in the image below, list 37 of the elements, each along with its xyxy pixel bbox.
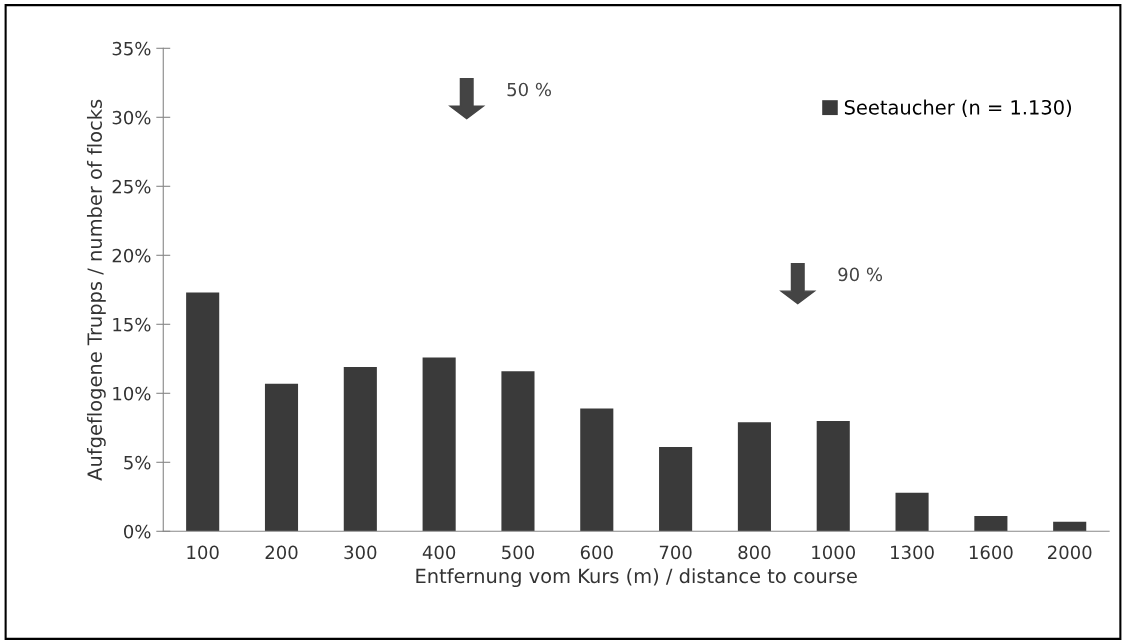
x-tick-label: 600 (580, 545, 613, 560)
bar (659, 447, 693, 532)
x-tick-label: 1600 (969, 545, 1013, 560)
bar (580, 408, 614, 532)
bar (974, 516, 1008, 532)
annotation: 90 % (838, 267, 883, 282)
bar (343, 367, 377, 532)
y-tick-label: 15% (113, 317, 151, 332)
x-tick-label: 2000 (1048, 545, 1092, 560)
annotation: 50 % (507, 82, 552, 97)
y-tick-label: 10% (113, 386, 151, 401)
y-tick-label: 35% (112, 41, 151, 56)
x-axis-title: Entfernung vom Kurs (m) / distance to course (416, 568, 857, 588)
legend-label: Seetaucher (n = 1.130) (844, 99, 1072, 117)
y-tick-label: 20% (112, 248, 151, 263)
bar (1053, 521, 1087, 532)
x-tick-label: 400 (422, 545, 456, 560)
bar (895, 492, 929, 532)
y-tick-label: 5% (124, 455, 151, 470)
x-tick-label: 300 (344, 545, 377, 560)
bar (186, 292, 220, 532)
x-tick-label: 200 (265, 545, 298, 560)
bar (816, 420, 850, 532)
x-tick-label: 1300 (891, 545, 934, 560)
x-tick-label: 1000 (812, 545, 856, 560)
bar (501, 371, 535, 532)
y-tick-label: 0% (124, 524, 151, 539)
bar (422, 357, 456, 532)
y-axis-title: Aufgeflogene Trupps / number of flocks (86, 99, 106, 481)
bar (264, 383, 299, 532)
y-tick-label: 30% (112, 110, 151, 125)
x-tick-label: 700 (659, 545, 692, 560)
y-tick-label: 25% (112, 179, 151, 194)
x-tick-label: 800 (738, 545, 771, 560)
x-tick-label: 500 (502, 545, 534, 560)
bar (737, 422, 771, 532)
x-tick-label: 100 (187, 545, 219, 560)
